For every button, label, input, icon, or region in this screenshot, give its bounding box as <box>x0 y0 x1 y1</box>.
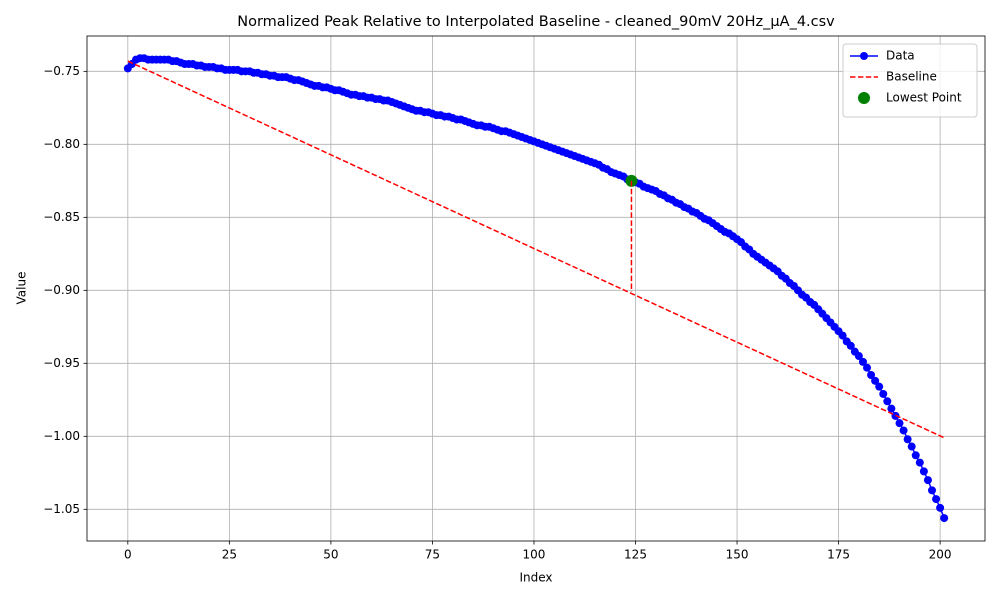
data-point <box>927 486 936 495</box>
data-point <box>903 435 912 444</box>
y-tick-label: −0.90 <box>43 283 80 297</box>
x-tick-label: 175 <box>827 548 850 562</box>
y-tick-label: −0.75 <box>43 64 80 78</box>
legend-marker <box>860 52 868 60</box>
x-tick-label: 200 <box>929 548 952 562</box>
legend-label: Baseline <box>886 70 937 84</box>
data-point <box>854 352 863 361</box>
data-point <box>846 341 855 350</box>
legend-label: Lowest Point <box>886 91 962 105</box>
data-point <box>932 495 941 504</box>
data-line <box>127 57 945 519</box>
y-tick-label: −1.00 <box>43 429 80 443</box>
data-point <box>915 458 924 467</box>
x-tick-label: 25 <box>222 548 237 562</box>
data-point <box>871 376 880 385</box>
data-point <box>911 451 920 460</box>
data-point <box>875 382 884 391</box>
x-tick-label: 125 <box>624 548 647 562</box>
data-point <box>940 514 949 523</box>
data-point <box>936 503 945 512</box>
x-tick-label: 75 <box>425 548 440 562</box>
x-tick-label: 150 <box>726 548 749 562</box>
x-tick-label: 100 <box>523 548 546 562</box>
data-point <box>895 419 904 428</box>
data-point <box>838 331 847 340</box>
x-axis-label: Index <box>519 571 552 585</box>
data-point <box>879 389 888 398</box>
y-tick-label: −1.05 <box>43 502 80 516</box>
data-point <box>899 426 908 435</box>
data-point <box>907 442 916 451</box>
y-axis-label: Value <box>15 272 29 305</box>
data-point <box>867 371 876 380</box>
data-point <box>887 404 896 413</box>
y-tick-label: −0.95 <box>43 356 80 370</box>
legend-box <box>842 43 978 118</box>
lowest-point <box>625 174 638 187</box>
data-point <box>858 357 867 366</box>
data-point <box>923 476 932 485</box>
y-tick-label: −0.85 <box>43 210 80 224</box>
data-point <box>883 397 892 406</box>
x-tick-label: 0 <box>124 548 132 562</box>
y-tick-label: −0.80 <box>43 137 80 151</box>
legend-label: Data <box>886 49 915 63</box>
data-point <box>863 363 872 372</box>
chart-title: Normalized Peak Relative to Interpolated… <box>237 14 835 30</box>
legend-marker <box>858 92 870 104</box>
baseline-line <box>127 60 945 439</box>
data-point <box>919 467 928 476</box>
x-tick-label: 50 <box>323 548 338 562</box>
legend: Data Baseline Lowest Point <box>842 43 978 118</box>
plot-frame <box>86 35 986 542</box>
